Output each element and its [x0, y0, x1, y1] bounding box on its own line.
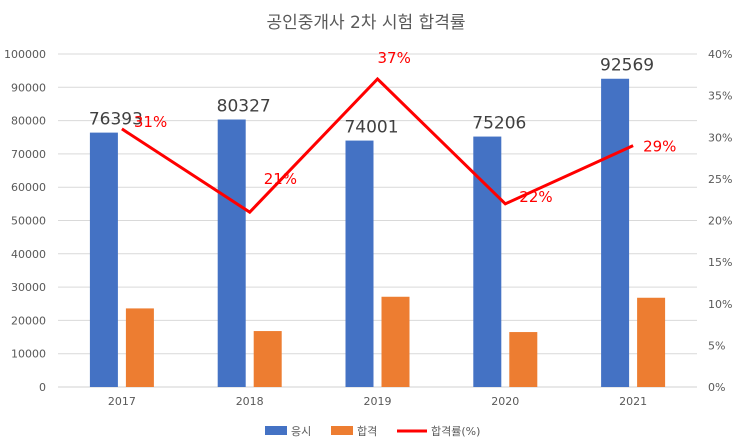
- gridlines: [58, 53, 697, 388]
- right-axis-tick-label: 20%: [708, 215, 732, 228]
- left-axis-tick-label: 20000: [11, 314, 46, 327]
- legend: 응시 합격 합격률(%): [265, 425, 480, 438]
- bar-passers: [509, 332, 538, 387]
- bar-data-label: 80327: [217, 97, 271, 117]
- left-axis-tick-label: 10000: [11, 348, 46, 361]
- legend-label: 응시: [291, 425, 311, 438]
- left-axis-tick-label: 30000: [11, 281, 46, 294]
- bars: [89, 78, 666, 387]
- left-axis-tick-label: 50000: [11, 215, 46, 228]
- rate-line-group: [121, 76, 634, 215]
- rate-data-label: 31%: [134, 113, 167, 131]
- bar-passers: [253, 331, 282, 387]
- right-axis-tick-label: 25%: [708, 173, 732, 186]
- right-axis-tick-label: 30%: [708, 131, 732, 144]
- bar-applicants: [89, 132, 118, 387]
- rate-data-label: 29%: [643, 138, 676, 156]
- bar-applicants: [217, 119, 246, 387]
- bar-passers: [637, 297, 666, 387]
- x-axis-tick-label: 2018: [236, 395, 264, 408]
- right-axis-tick-label: 35%: [708, 90, 732, 103]
- bar-applicants: [345, 140, 374, 387]
- x-axis-ticks: 2017 2018 2019 2020 2021: [108, 395, 647, 408]
- x-axis-tick-label: 2020: [491, 395, 519, 408]
- left-axis-tick-label: 100000: [4, 48, 46, 61]
- rate-data-label: 22%: [519, 188, 552, 206]
- legend-swatch: [265, 426, 287, 435]
- chart-title: 공인중개사 2차 시험 합격률: [266, 13, 465, 33]
- bar-data-label: 76393: [89, 110, 143, 130]
- rate-data-label: 37%: [378, 49, 411, 67]
- right-axis-tick-label: 10%: [708, 298, 732, 311]
- data-labels: 76393 80327 74001 75206 92569 31% 21% 37% 22% 29%: [89, 49, 677, 206]
- right-axis-tick-label: 15%: [708, 256, 732, 269]
- bar-applicants: [473, 136, 502, 387]
- right-axis-tick-label: 5%: [708, 339, 725, 352]
- legend-label: 합격률(%): [431, 425, 480, 438]
- bar-passers: [125, 308, 154, 387]
- bar-data-label: 75206: [472, 114, 526, 134]
- left-axis-tick-label: 40000: [11, 248, 46, 261]
- left-axis-tick-label: 90000: [11, 81, 46, 94]
- legend-label: 합격: [357, 425, 377, 438]
- bar-data-label: 92569: [600, 56, 654, 76]
- right-axis-tick-label: 40%: [708, 48, 732, 61]
- rate-line: [121, 76, 634, 215]
- x-axis-tick-label: 2021: [619, 395, 647, 408]
- rate-data-label: 21%: [264, 170, 297, 188]
- left-axis-tick-label: 70000: [11, 148, 46, 161]
- left-axis-tick-label: 0: [39, 381, 46, 394]
- left-axis-ticks: 0 10000 20000 30000 40000 50000 60000 70000 8000…: [4, 48, 46, 394]
- right-axis-ticks: 0% 5% 10% 15% 20% 25% 30% 35% 40%: [708, 48, 732, 394]
- legend-swatch: [331, 426, 353, 435]
- bar-data-label: 74001: [344, 118, 398, 138]
- x-axis-tick-label: 2019: [364, 395, 392, 408]
- bar-passers: [381, 296, 410, 387]
- x-axis-tick-label: 2017: [108, 395, 136, 408]
- right-axis-tick-label: 0%: [708, 381, 725, 394]
- left-axis-tick-label: 60000: [11, 181, 46, 194]
- left-axis-tick-label: 80000: [11, 115, 46, 128]
- bar-applicants: [601, 78, 630, 387]
